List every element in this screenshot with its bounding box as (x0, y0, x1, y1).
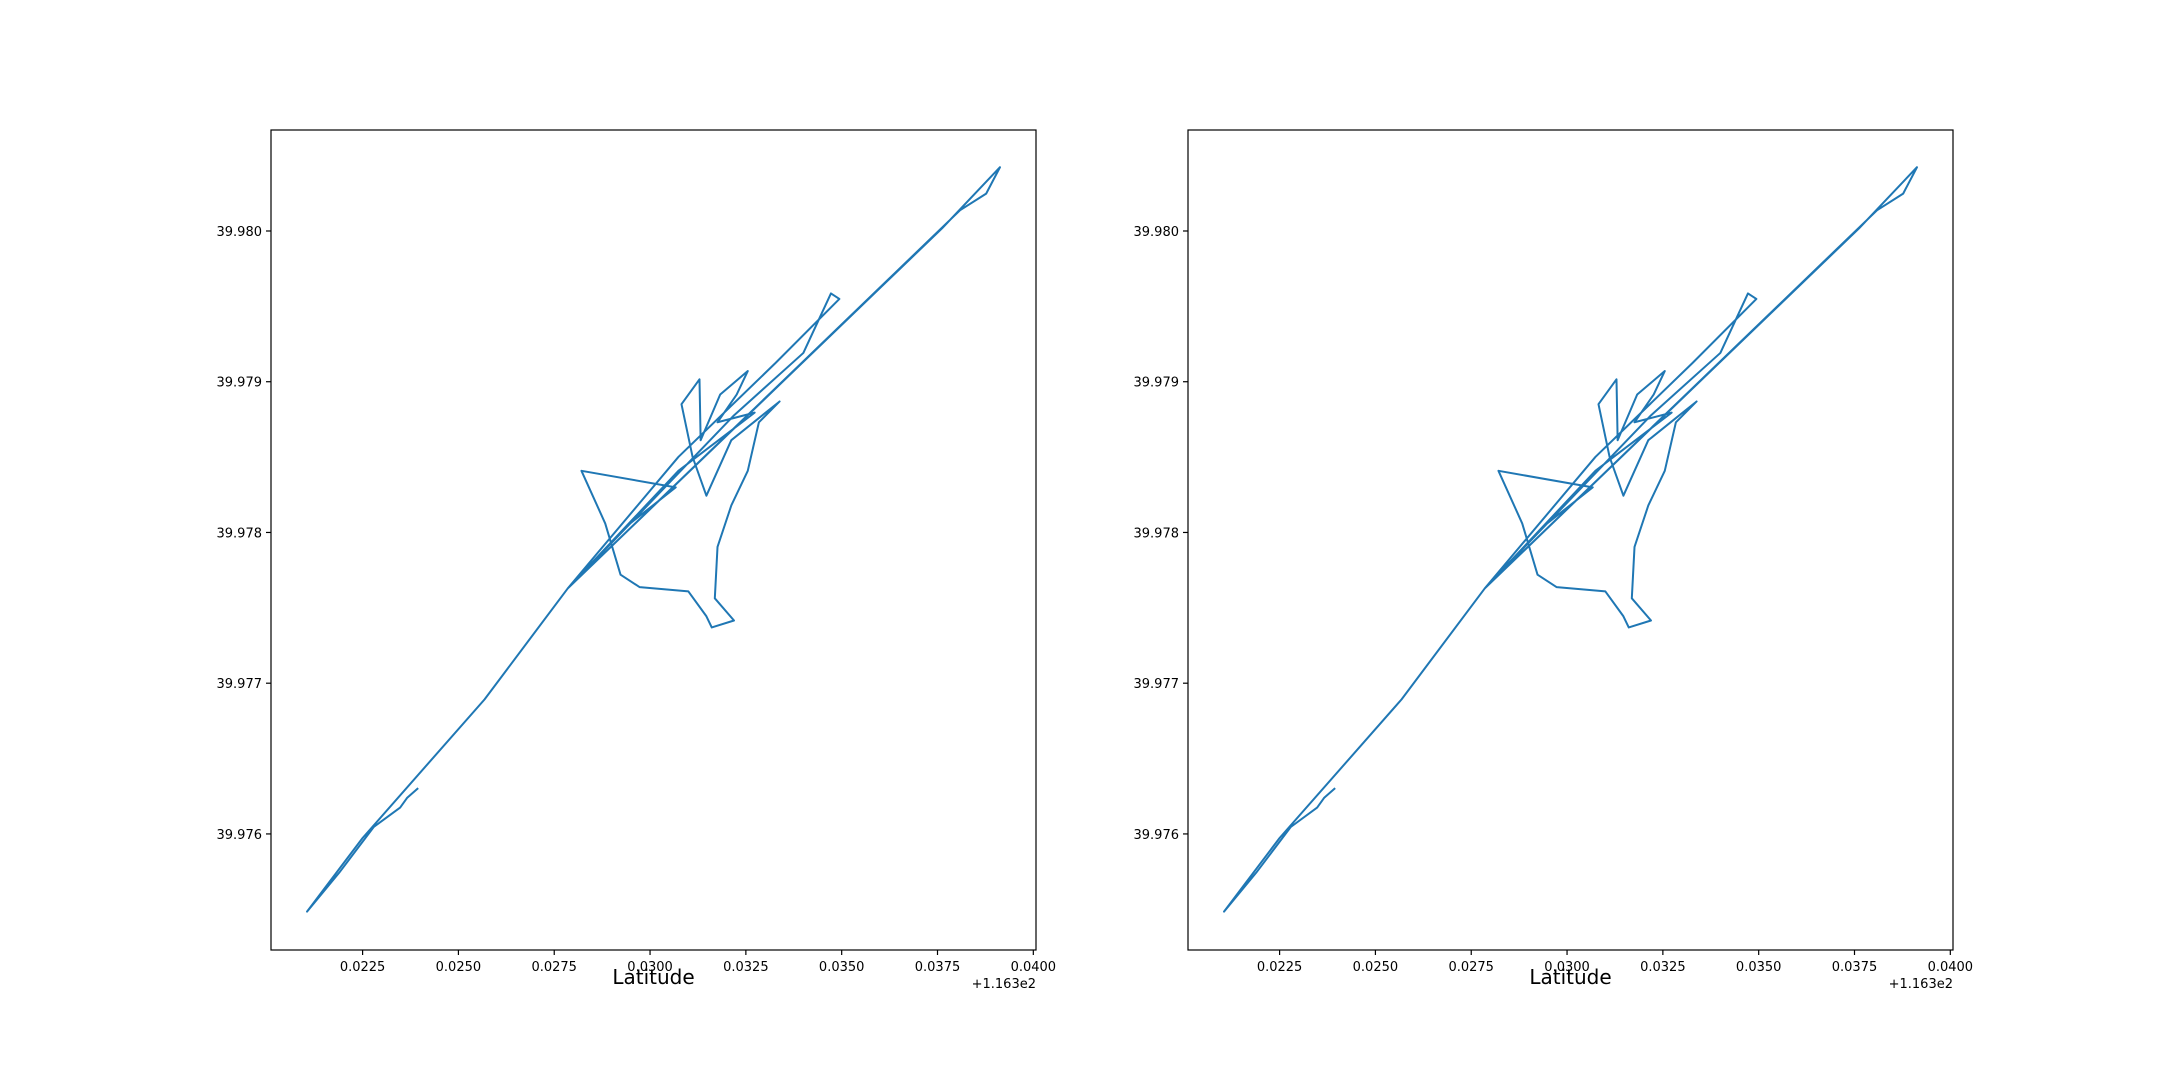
x-tick-label: 0.0350 (1736, 960, 1782, 975)
x-tick-label: 0.0350 (819, 960, 865, 975)
axes-frame (1187, 129, 1954, 951)
y-tick-label: 39.976 (217, 828, 263, 843)
x-offset-label: +1.163e2 (972, 977, 1036, 992)
y-tick-label: 39.977 (1134, 677, 1180, 692)
x-tick-label: 0.0225 (1257, 960, 1303, 975)
y-tick-label: 39.980 (1134, 225, 1180, 240)
y-tick-label: 39.980 (217, 225, 263, 240)
x-axis-label: Latitude (612, 965, 694, 989)
y-tick-label: 39.978 (217, 526, 263, 541)
y-tick-label: 39.979 (1134, 376, 1180, 391)
x-axis-label: Latitude (1529, 965, 1611, 989)
x-tick-label: 0.0300 (627, 960, 673, 975)
trajectory-line (1223, 166, 1918, 913)
x-tick-label: 0.0250 (1353, 960, 1399, 975)
x-tick-label: 0.0250 (436, 960, 482, 975)
x-tick-label: 0.0325 (1640, 960, 1686, 975)
x-tick-label: 0.0225 (340, 960, 386, 975)
x-tick-label: 0.0400 (1011, 960, 1057, 975)
x-tick-label: 0.0300 (1544, 960, 1590, 975)
x-offset-label: +1.163e2 (1889, 977, 1953, 992)
trajectory-line (306, 166, 1001, 913)
x-tick-label: 0.0375 (1832, 960, 1878, 975)
axes-frame (270, 129, 1037, 951)
y-tick-label: 39.978 (1134, 526, 1180, 541)
x-tick-label: 0.0400 (1928, 960, 1974, 975)
x-tick-label: 0.0275 (1448, 960, 1494, 975)
x-tick-label: 0.0375 (915, 960, 961, 975)
x-tick-label: 0.0275 (531, 960, 577, 975)
x-tick-label: 0.0325 (723, 960, 769, 975)
y-tick-label: 39.977 (217, 677, 263, 692)
y-tick-label: 39.979 (217, 376, 263, 391)
y-tick-label: 39.976 (1134, 828, 1180, 843)
